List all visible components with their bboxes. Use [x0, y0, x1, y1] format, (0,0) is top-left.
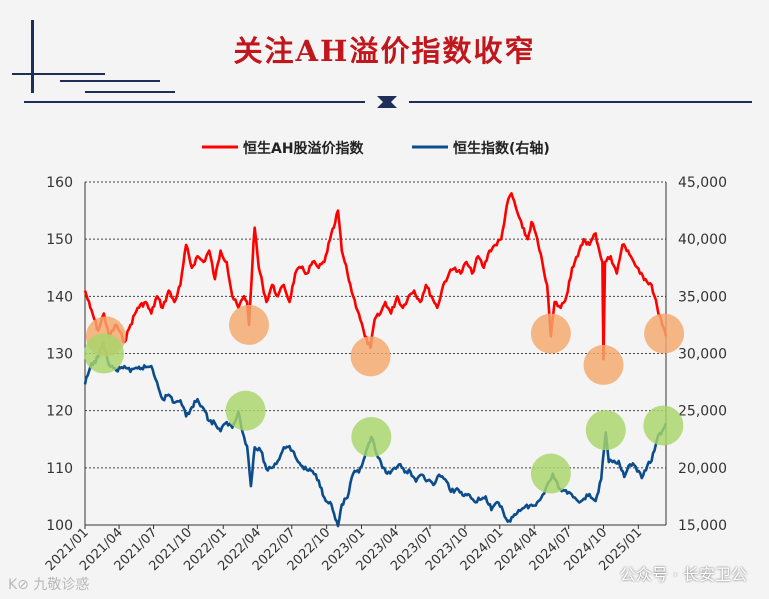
- divider-right: [409, 101, 752, 103]
- y-right-tick-label: 25,000: [678, 404, 727, 420]
- watermark-right: 公众号 · 长安卫公: [619, 565, 747, 584]
- chart-axes: 100 110 120 130 140 150 160 15,000 20,000 25,000 3…: [43, 175, 727, 574]
- y-left-tick-label: 110: [46, 461, 73, 477]
- legend-label-ah-premium: 恒生AH股溢价指数: [243, 140, 365, 157]
- y-right-tick-label: 30,000: [678, 347, 727, 363]
- y-left-tick-label: 150: [46, 232, 73, 248]
- legend-label-hsi: 恒生指数(右轴): [453, 140, 550, 157]
- divider-ornament-icon: [377, 96, 397, 108]
- page-title: 关注AH溢价指数收窄: [233, 34, 536, 68]
- y-right-tick-label: 40,000: [678, 232, 727, 248]
- series-line-ah-premium: [83, 192, 668, 361]
- y-right-tick-label: 20,000: [678, 461, 727, 477]
- divider-left: [24, 101, 365, 103]
- chart-annotations: [83, 304, 685, 494]
- premium-low-circle: [644, 313, 685, 354]
- frame-horizontal-line-1: [12, 73, 105, 75]
- y-right-tick-label: 45,000: [678, 175, 727, 191]
- frame-vertical-line: [31, 20, 34, 93]
- hsi-peak-circle: [225, 390, 266, 431]
- y-left-tick-label: 140: [46, 289, 73, 305]
- y-right-tick-label: 35,000: [678, 289, 727, 305]
- frame-horizontal-line-3: [85, 91, 175, 93]
- premium-low-circle: [583, 344, 624, 385]
- premium-low-circle: [530, 313, 571, 354]
- hsi-peak-circle: [83, 333, 124, 374]
- hsi-peak-circle: [585, 410, 626, 451]
- premium-low-circle: [350, 336, 391, 377]
- hsi-peak-circle: [643, 405, 684, 446]
- y-left-tick-label: 130: [46, 347, 73, 363]
- y-left-tick-label: 120: [46, 404, 73, 420]
- y-right-tick-label: 15,000: [678, 518, 727, 534]
- hsi-peak-circle: [351, 416, 392, 457]
- y-left-tick-label: 100: [46, 518, 73, 534]
- hsi-peak-circle: [530, 453, 571, 494]
- premium-low-circle: [228, 304, 269, 345]
- watermark-left: K⊘ 九敬诊惑: [8, 577, 90, 593]
- frame-horizontal-line-2: [60, 80, 160, 82]
- chart-legend: 恒生AH股溢价指数 恒生指数(右轴): [202, 140, 550, 157]
- y-left-tick-label: 160: [46, 175, 73, 191]
